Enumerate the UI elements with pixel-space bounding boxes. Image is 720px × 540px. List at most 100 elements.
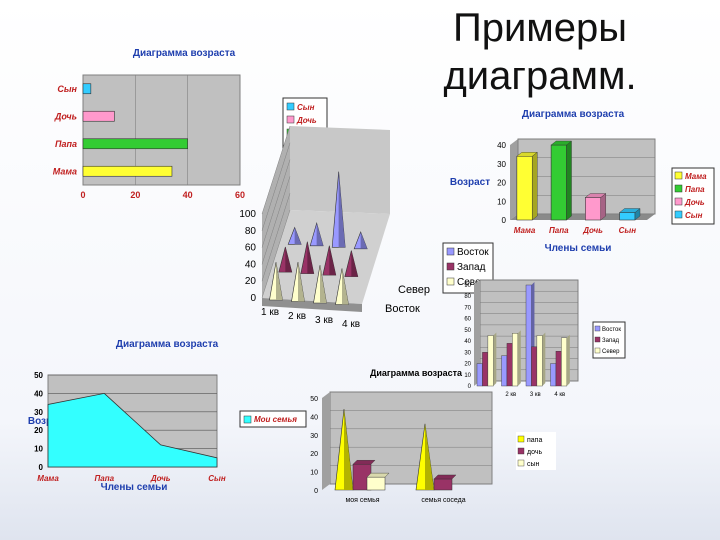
tick-label: 70: [464, 305, 471, 311]
gridline: [261, 176, 291, 265]
legend-label: Дочь: [684, 198, 705, 207]
tick-label: 50: [34, 371, 43, 380]
column: [561, 337, 568, 387]
category-label: 1 кв: [481, 392, 492, 398]
tick-label: 10: [310, 470, 318, 477]
tick-label: 60: [235, 190, 245, 200]
legend-label: Север: [602, 349, 620, 355]
legend-label: дочь: [527, 449, 542, 456]
tick-label: 30: [34, 408, 43, 417]
legend-label: папа: [527, 437, 542, 444]
category-label: Сын: [57, 84, 77, 94]
cone: [353, 231, 368, 250]
tick-label: 40: [34, 389, 43, 398]
cone-shade: [425, 423, 434, 490]
legend-label: Восток: [457, 247, 489, 258]
box-top: [366, 472, 390, 478]
column-side: [532, 151, 538, 221]
category-label: 2 кв: [288, 311, 306, 322]
cone: [300, 241, 315, 274]
tick-label: 40: [183, 190, 193, 200]
legend-label: Сын: [685, 211, 703, 220]
category-label: Мама: [53, 166, 77, 176]
category-label: Папа: [95, 474, 115, 483]
legend-box: [671, 167, 715, 225]
y-axis-label: Возраст: [28, 416, 68, 427]
cone-shade: [360, 231, 368, 249]
tick-label: 0: [250, 293, 256, 304]
legend-swatch: [286, 141, 295, 150]
legend-swatch: [286, 102, 295, 111]
column: [555, 351, 562, 387]
gridline: [261, 142, 291, 231]
column: [619, 212, 636, 221]
column-side: [561, 348, 565, 386]
box: [366, 476, 386, 491]
legend-swatch: [446, 247, 455, 256]
category-label: 3 кв: [530, 392, 541, 398]
slide-title-line-1: Примеры: [452, 6, 628, 50]
tick-label: 30: [497, 160, 506, 169]
legend-label: Мама: [685, 172, 707, 181]
tick-label: 0: [80, 190, 85, 200]
back-wall: [517, 138, 656, 215]
legend-label: Папа: [685, 185, 705, 194]
cone: [331, 171, 346, 248]
tick-label: 30: [310, 433, 318, 440]
column-side: [536, 343, 540, 386]
category-label: Мама: [37, 474, 59, 483]
tick-label: 100: [239, 209, 256, 220]
tick-label: 20: [310, 451, 318, 458]
cone-shade: [294, 227, 302, 245]
tick-label: 0: [314, 488, 318, 495]
category-label: Дочь: [54, 111, 77, 121]
legend-swatch: [446, 262, 455, 271]
category-label: 4 кв: [554, 392, 565, 398]
legend-label: Дочь: [296, 116, 317, 125]
tick-label: 10: [497, 197, 506, 206]
gridline: [261, 193, 291, 282]
cone-shade: [276, 262, 283, 300]
legend-swatch: [286, 128, 295, 137]
box: [433, 478, 453, 491]
side-wall: [510, 139, 518, 220]
tick-label: 10: [464, 373, 471, 379]
cone-shade: [342, 268, 349, 305]
tick-label: 20: [464, 362, 471, 368]
column: [550, 144, 567, 221]
back-wall: [290, 126, 390, 214]
column: [516, 155, 533, 221]
legend-swatch: [674, 171, 683, 180]
chart-title: Диаграмма возраста: [370, 368, 463, 378]
column-side: [566, 334, 570, 386]
tick-label: 40: [464, 339, 471, 345]
column: [585, 197, 602, 221]
legend-label: Мои семья: [254, 415, 297, 424]
bar: [82, 165, 173, 177]
category-label: Папа: [55, 139, 77, 149]
box: [352, 463, 372, 491]
column-side: [493, 332, 497, 386]
legend-label: Сын: [297, 103, 315, 112]
column-side: [634, 208, 641, 221]
column-side: [531, 282, 535, 386]
category-label: Сын: [208, 474, 226, 483]
cone: [309, 221, 324, 247]
column: [512, 333, 519, 387]
column-side: [482, 360, 486, 386]
column-side: [487, 349, 491, 386]
x-axis-label: Члены семьи: [545, 243, 612, 254]
legend-box: [239, 410, 307, 428]
cone: [334, 409, 354, 491]
legend-box: [592, 321, 626, 359]
category-label: Дочь: [150, 474, 171, 483]
legend-swatch: [243, 415, 252, 424]
back-wall: [479, 279, 579, 382]
category-label: 2 кв: [505, 392, 516, 398]
legend-label: Мама: [297, 142, 319, 151]
legend-swatch: [517, 447, 525, 455]
tick-label: 40: [245, 259, 257, 270]
area-series: [47, 392, 218, 468]
cone: [287, 226, 302, 245]
legend-label: Север: [457, 277, 487, 288]
